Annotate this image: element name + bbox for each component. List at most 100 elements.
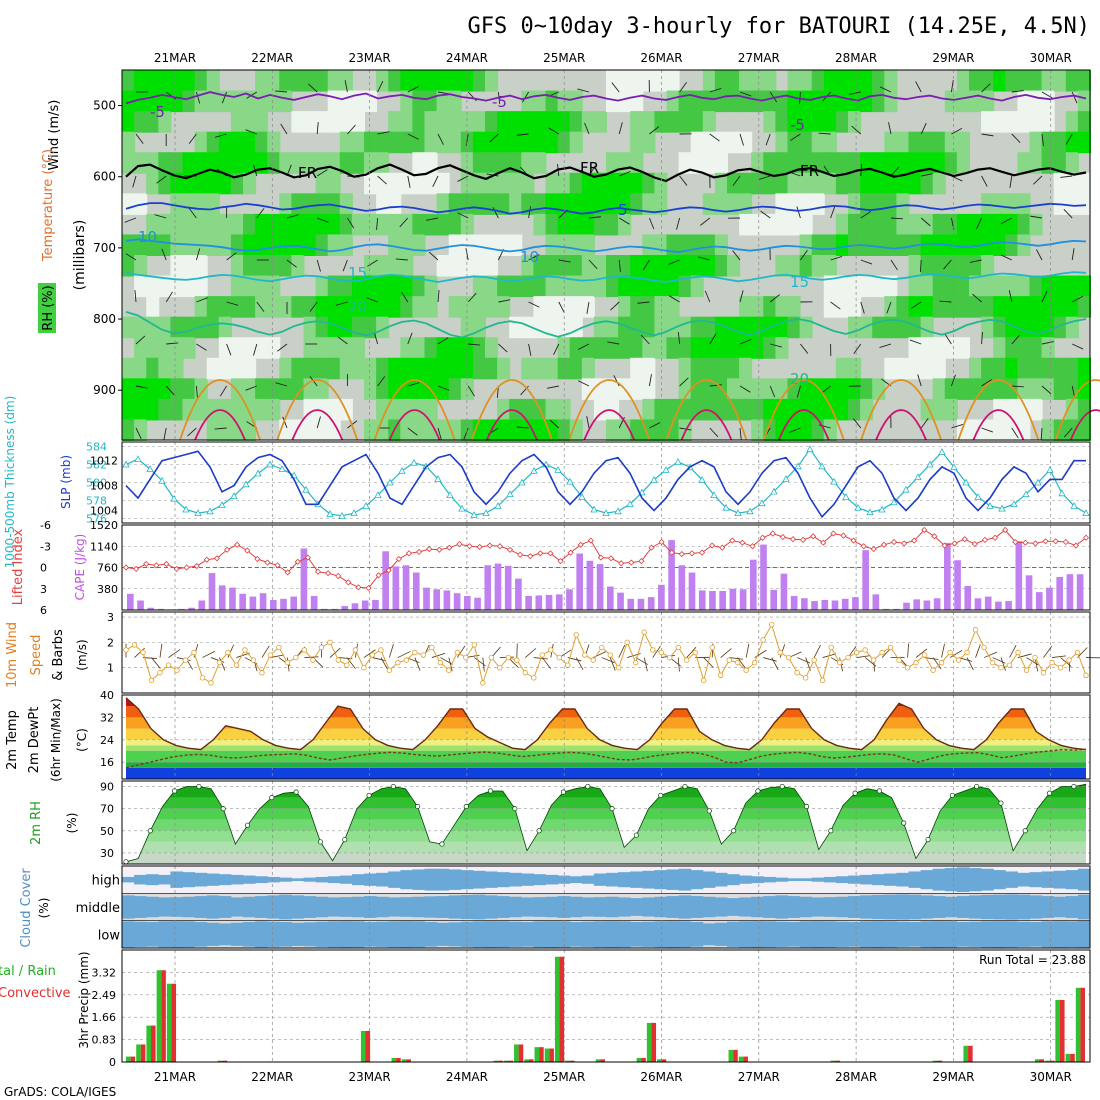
contour-label: 10 [520, 248, 539, 266]
li-marker [345, 579, 352, 586]
rh-cell [424, 131, 438, 154]
wind-barb [677, 332, 681, 345]
cloud-cell [315, 921, 329, 947]
rh-marker [876, 788, 882, 794]
precip-total-bar [1075, 987, 1081, 1062]
wind-barb [1009, 175, 1013, 188]
rh-cell [303, 234, 317, 256]
date-label-top: 22MAR [251, 51, 293, 65]
cloud-cell [448, 895, 462, 919]
cape-bar [321, 608, 328, 610]
rh-cell [884, 316, 898, 339]
cloud-cell [702, 871, 716, 888]
ylabel-barbs: & Barbs [51, 629, 66, 681]
rh-cell [1041, 90, 1055, 113]
rh-cell [291, 234, 305, 256]
rh-cell [848, 398, 862, 421]
rh-cell [545, 255, 559, 277]
wind-barb [492, 207, 499, 219]
wind-barb [969, 259, 982, 263]
li-marker [981, 536, 989, 543]
wind-barb [347, 217, 355, 229]
wind-barb [226, 301, 239, 306]
rh-cell [327, 275, 341, 298]
rh-cell [509, 193, 523, 215]
rh-cell [279, 255, 293, 277]
cloud-cell [1029, 895, 1043, 919]
wind10-marker [250, 657, 257, 663]
wind-barb [909, 339, 922, 345]
rh-cell [206, 193, 220, 215]
rh-cell [557, 357, 571, 380]
rh-cell [835, 275, 849, 298]
rh-cell [448, 213, 462, 236]
thickness-marker [230, 492, 238, 499]
rh-cell [424, 296, 438, 318]
ytick-label-wind: 1 [107, 662, 114, 675]
rh-cell [848, 357, 862, 380]
rh-marker [779, 783, 785, 790]
rh-cell [170, 378, 184, 400]
li-marker [607, 555, 615, 562]
rh-cell [472, 275, 486, 298]
rh-cell [666, 419, 680, 441]
wind-barb [879, 343, 892, 348]
rh-cell [1005, 316, 1019, 339]
thickness-marker [302, 485, 310, 493]
rh-cell [993, 378, 1007, 400]
rh-cell [1017, 152, 1031, 174]
wind10-marker [819, 677, 826, 684]
cloud-cell [521, 873, 534, 886]
rh-cell [230, 131, 244, 154]
wind-barb [739, 427, 742, 440]
rh-cell [860, 172, 874, 195]
rh-cell [642, 378, 656, 400]
rh-cell [944, 131, 958, 154]
rh-cell [775, 131, 789, 154]
cloud-cell [291, 895, 304, 919]
rh-cell [981, 111, 995, 133]
ylabel-convective: Convective [0, 986, 71, 1001]
cloud-cell [654, 896, 667, 918]
cloud-cell [702, 923, 716, 946]
rh-cell [194, 378, 208, 400]
contour-label: FR [580, 159, 599, 177]
rh-cell [134, 111, 148, 133]
precip-conv-bar [937, 1060, 942, 1062]
rh-cell [122, 111, 136, 133]
wind-barb-10m [754, 649, 767, 658]
rh-bands [126, 784, 1086, 864]
rh-cell [545, 172, 559, 195]
wind-barb-10m [1000, 657, 1006, 671]
rh-cell [593, 213, 607, 236]
cape-bar [872, 594, 880, 610]
ylabel-degc: (°C) [75, 728, 89, 752]
rh-cell [1077, 398, 1091, 421]
rh-cell [351, 337, 365, 359]
rh-cell [981, 357, 995, 380]
rh-cell [364, 172, 378, 195]
rh-cell [255, 337, 269, 359]
wind-barb-10m [1009, 645, 1017, 658]
li-marker [527, 553, 534, 560]
thickness-marker [602, 509, 610, 516]
li-marker [567, 549, 574, 556]
cloud-cell [787, 922, 801, 947]
thickness-marker [470, 511, 478, 518]
rh-cell [460, 131, 474, 154]
rh-cell [848, 111, 862, 133]
rh-cell [944, 398, 958, 421]
rh-cell [993, 234, 1007, 256]
rh-cell [509, 398, 523, 421]
rh-cell [485, 111, 499, 133]
wind-barb-10m [907, 643, 909, 658]
rh-cell [714, 193, 728, 215]
wind-barb [377, 81, 384, 93]
wind-barb [618, 122, 623, 135]
rh-cell [255, 234, 269, 256]
ytick-label-rh: 50 [100, 825, 114, 838]
cloud-cell [848, 922, 861, 947]
rh-cell [1017, 378, 1031, 400]
rh-cell [485, 357, 499, 380]
rh-cell [908, 296, 922, 318]
